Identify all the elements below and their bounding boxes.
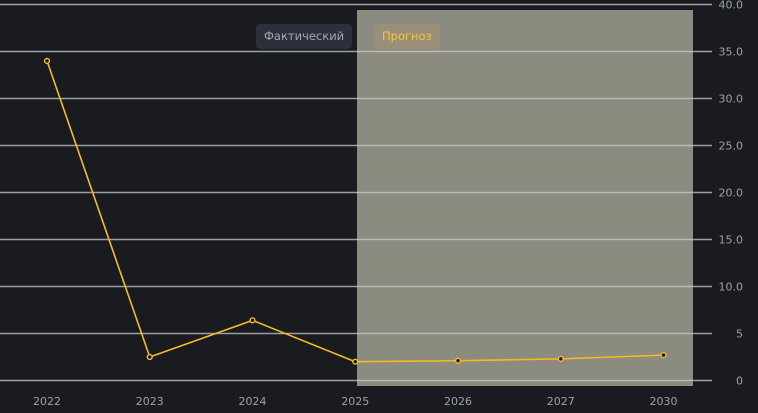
x-axis-ticks: 2022 2023 2024 2025 2026 2027 2030 xyxy=(33,395,678,408)
y-axis-ticks: 0 5 10.0 15.0 20.0 25.0 30.0 35.0 40.0 xyxy=(719,0,744,388)
gridlines xyxy=(0,3,712,382)
x-tick-label: 2027 xyxy=(547,395,575,408)
forecast-region xyxy=(357,10,693,386)
x-tick-label: 2025 xyxy=(341,395,369,408)
data-point xyxy=(660,352,667,359)
x-tick-label: 2026 xyxy=(444,395,472,408)
y-tick-label: 10.0 xyxy=(719,281,744,294)
data-points xyxy=(43,57,667,365)
x-tick-label: 2022 xyxy=(33,395,61,408)
y-tick-label: 15.0 xyxy=(719,234,744,247)
y-tick-label: 40.0 xyxy=(719,0,744,12)
tab-actual[interactable]: Фактический xyxy=(256,24,353,49)
y-tick-label: 5 xyxy=(736,328,743,341)
data-point xyxy=(352,358,359,365)
data-point xyxy=(249,317,256,324)
y-tick-label: 0 xyxy=(736,375,743,388)
x-tick-label: 2030 xyxy=(650,395,678,408)
data-point xyxy=(146,353,153,361)
x-tick-label: 2024 xyxy=(239,395,267,408)
tab-forecast[interactable]: Прогноз xyxy=(374,24,440,49)
x-tick-label: 2023 xyxy=(136,395,164,408)
y-tick-label: 25.0 xyxy=(719,140,744,153)
data-point xyxy=(454,357,462,364)
y-tick-label: 30.0 xyxy=(719,93,744,106)
data-point xyxy=(557,355,564,362)
y-tick-label: 35.0 xyxy=(719,46,744,59)
data-point xyxy=(43,57,51,65)
y-tick-label: 20.0 xyxy=(719,187,744,200)
